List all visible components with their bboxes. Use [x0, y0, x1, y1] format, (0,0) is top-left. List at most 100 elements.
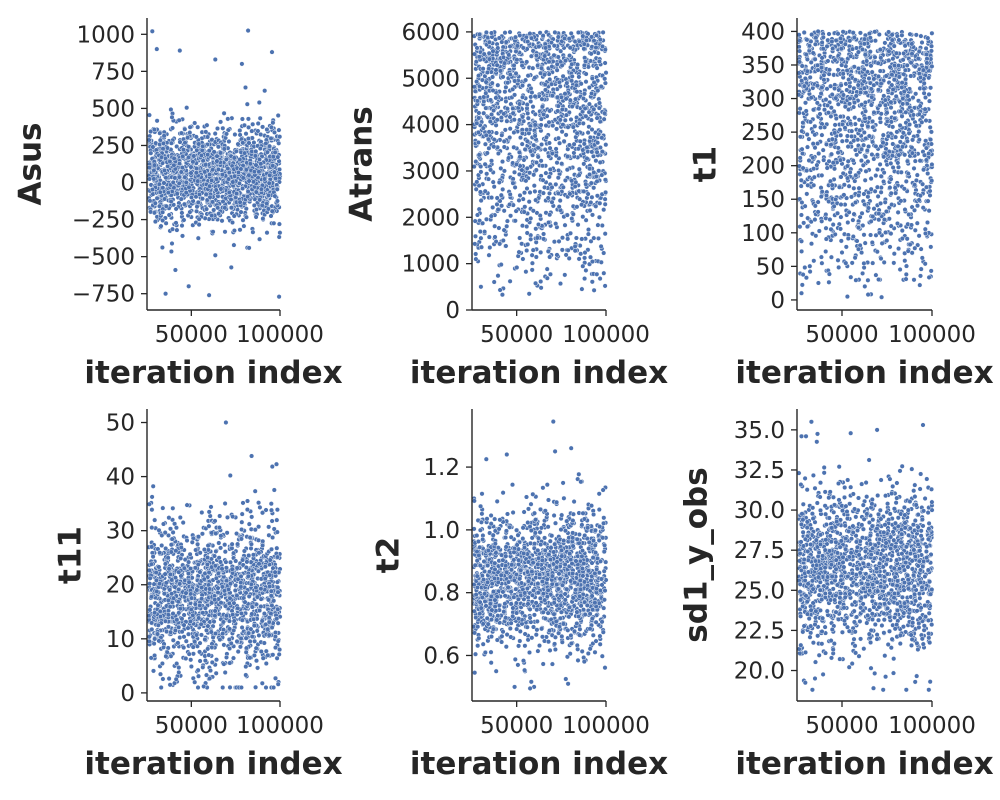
- data-point: [498, 262, 504, 268]
- data-point: [483, 216, 490, 222]
- y-tick-label: 1000: [401, 252, 460, 278]
- data-point: [540, 177, 546, 183]
- data-point: [232, 131, 238, 138]
- data-point: [845, 115, 851, 121]
- data-point: [499, 159, 506, 165]
- data-point: [844, 67, 850, 74]
- x-axis-title: iteration index: [735, 355, 993, 391]
- data-point: [182, 174, 188, 180]
- data-point: [904, 138, 910, 144]
- data-point: [895, 164, 902, 170]
- data-point: [866, 75, 872, 81]
- data-point: [602, 283, 608, 289]
- data-point: [569, 61, 575, 67]
- data-point: [241, 122, 247, 128]
- data-point: [560, 73, 566, 79]
- data-point: [877, 47, 883, 53]
- data-point: [499, 39, 505, 45]
- data-point: [260, 216, 266, 222]
- data-point: [922, 230, 929, 236]
- data-point: [799, 150, 806, 157]
- data-point: [814, 83, 820, 89]
- data-point: [161, 133, 167, 139]
- data-point: [533, 197, 539, 203]
- data-point: [878, 111, 884, 117]
- data-point: [225, 165, 231, 172]
- data-point: [576, 172, 582, 178]
- data-point: [587, 207, 593, 214]
- data-point: [601, 270, 607, 276]
- data-point: [926, 274, 932, 280]
- data-point: [176, 117, 182, 123]
- data-point: [804, 191, 810, 197]
- data-point: [474, 179, 480, 185]
- data-point: [525, 110, 531, 116]
- data-point: [483, 29, 489, 35]
- data-point: [899, 113, 905, 119]
- data-point: [874, 184, 880, 190]
- data-point: [869, 94, 875, 100]
- data-point: [901, 186, 907, 192]
- data-point: [862, 177, 868, 183]
- data-point: [525, 115, 531, 121]
- data-point: [837, 127, 843, 133]
- data-point: [873, 173, 879, 179]
- data-point: [243, 131, 249, 137]
- data-point: [265, 206, 271, 212]
- data-point: [583, 181, 589, 187]
- data-point: [599, 222, 605, 229]
- data-point: [911, 277, 917, 283]
- data-point: [832, 122, 838, 128]
- data-point: [861, 66, 867, 72]
- data-point: [854, 238, 860, 244]
- data-point: [237, 127, 243, 134]
- data-point: [852, 147, 859, 153]
- data-point: [890, 56, 896, 62]
- data-point: [517, 32, 523, 38]
- data-point: [896, 74, 902, 80]
- data-point: [851, 85, 857, 91]
- data-point: [799, 199, 805, 206]
- data-point: [557, 198, 563, 204]
- data-point: [551, 52, 557, 58]
- data-point: [196, 222, 202, 228]
- data-point: [821, 107, 828, 113]
- data-point: [257, 236, 263, 242]
- data-point: [240, 140, 246, 146]
- data-point: [847, 95, 853, 101]
- data-point: [565, 236, 571, 242]
- data-point: [539, 163, 546, 169]
- data-point: [839, 249, 845, 256]
- data-point: [193, 170, 199, 176]
- data-point: [250, 179, 257, 185]
- data-point: [260, 124, 266, 130]
- data-point: [916, 197, 922, 203]
- data-point: [827, 216, 833, 223]
- data-point: [559, 106, 565, 113]
- data-point: [546, 219, 552, 226]
- data-point: [835, 67, 841, 73]
- data-point: [904, 236, 910, 242]
- data-point: [594, 115, 600, 121]
- data-point: [506, 52, 512, 58]
- data-point: [194, 165, 200, 172]
- data-point: [477, 189, 483, 195]
- data-point: [270, 163, 276, 169]
- data-point: [582, 276, 588, 282]
- y-tick-label: 250: [91, 133, 135, 159]
- data-point: [542, 184, 548, 190]
- data-point: [512, 184, 518, 190]
- data-point: [167, 158, 173, 165]
- data-point: [557, 83, 563, 89]
- data-point: [535, 145, 541, 151]
- y-axis-title: Atrans: [344, 106, 380, 222]
- data-point: [500, 186, 506, 192]
- data-point: [594, 271, 600, 277]
- data-point: [490, 48, 496, 54]
- data-point: [553, 181, 559, 187]
- data-point: [557, 117, 563, 123]
- data-point: [492, 223, 498, 229]
- data-point: [573, 82, 579, 88]
- data-point: [878, 256, 884, 262]
